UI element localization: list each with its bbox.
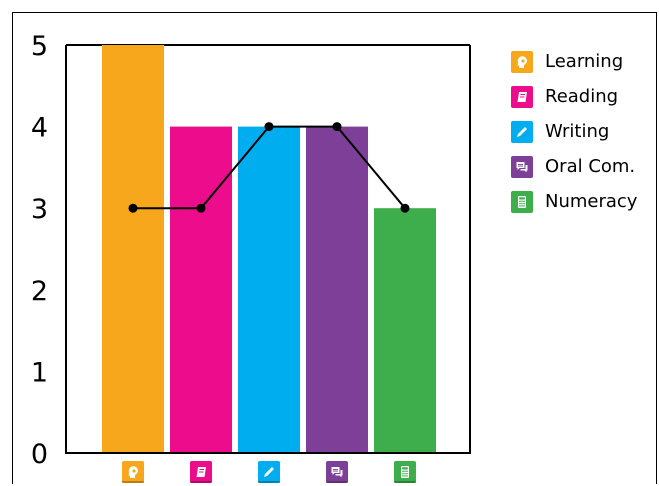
calculator-icon <box>511 190 533 213</box>
lightbulb-head-icon <box>122 461 144 483</box>
line-point <box>332 122 342 132</box>
line-point <box>400 203 410 213</box>
legend-item: Learning <box>511 44 637 79</box>
bar-oral-com <box>306 126 368 452</box>
speech-bubbles-icon <box>326 461 348 483</box>
y-tick-label: 3 <box>31 194 48 225</box>
legend: Learning Reading Writing Oral Com. Numeracy <box>511 44 637 219</box>
bars <box>102 45 436 452</box>
chart-frame <box>12 12 657 484</box>
speech-bubbles-icon <box>511 155 533 178</box>
bar-writing <box>238 126 300 452</box>
y-axis: 0 1 2 3 4 5 <box>31 31 48 470</box>
legend-label: Numeracy <box>545 191 638 212</box>
line-point <box>196 203 206 213</box>
bar-numeracy <box>374 208 436 452</box>
y-tick-label: 4 <box>31 113 48 144</box>
line-point <box>128 203 138 213</box>
calculator-icon <box>394 461 416 483</box>
legend-item: Oral Com. <box>511 149 637 184</box>
legend-label: Reading <box>545 86 619 107</box>
bar-reading <box>170 126 232 452</box>
legend-item: Writing <box>511 114 637 149</box>
line-series <box>128 122 410 213</box>
legend-label: Writing <box>545 121 610 142</box>
legend-item: Numeracy <box>511 184 637 219</box>
y-tick-label: 0 <box>31 439 48 470</box>
legend-label: Learning <box>545 51 624 72</box>
book-icon <box>190 461 212 483</box>
bar-learning <box>102 45 164 452</box>
y-tick-label: 2 <box>31 276 48 307</box>
pencil-icon <box>258 461 280 483</box>
line-point <box>264 122 274 132</box>
legend-label: Oral Com. <box>545 156 636 177</box>
x-axis-icons <box>122 461 416 483</box>
y-tick-label: 1 <box>31 357 48 388</box>
legend-item: Reading <box>511 79 637 114</box>
book-icon <box>511 85 533 108</box>
lightbulb-head-icon <box>511 50 533 73</box>
y-tick-label: 5 <box>31 31 48 62</box>
pencil-icon <box>511 120 533 143</box>
